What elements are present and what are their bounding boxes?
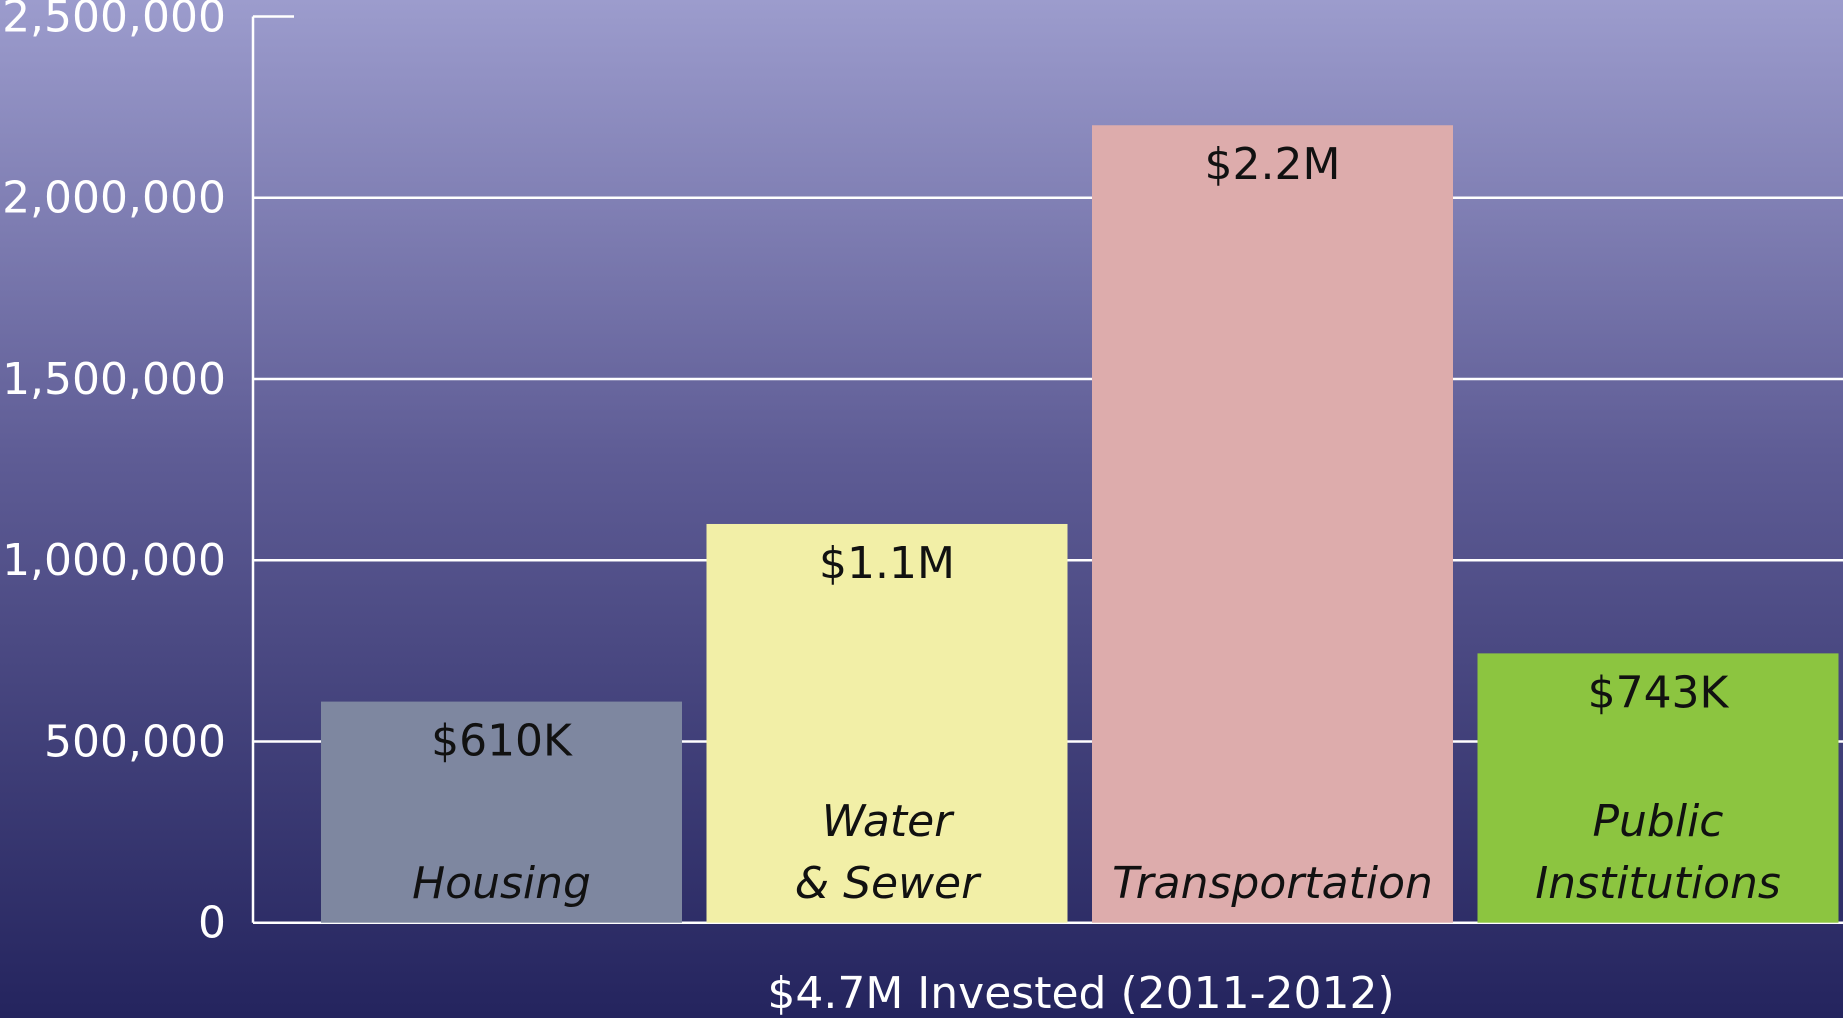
y-tick-label: 500,000 (44, 716, 226, 767)
value-label: $1.1M (819, 538, 955, 589)
y-tick-label: 2,000,000 (2, 173, 226, 224)
category-label: Transportation (1112, 858, 1433, 909)
y-tick-label: 0 (198, 898, 226, 949)
value-label: $610K (431, 716, 573, 767)
y-tick-label: 1,000,000 (2, 535, 226, 586)
bar (321, 701, 682, 923)
bar (706, 523, 1068, 923)
category-label: Public Institutions (1535, 796, 1781, 909)
value-label: $2.2M (1205, 139, 1341, 190)
value-label: $743K (1588, 667, 1730, 718)
y-tick-label: 1,500,000 (2, 354, 226, 405)
x-axis-label: $4.7M Invested (2011-2012) (767, 968, 1394, 1018)
bar (1092, 125, 1453, 923)
category-label: Water & Sewer (795, 796, 982, 909)
bar (1477, 653, 1839, 923)
category-label: Housing (412, 858, 591, 909)
y-tick-label: 2,500,000 (2, 0, 226, 43)
